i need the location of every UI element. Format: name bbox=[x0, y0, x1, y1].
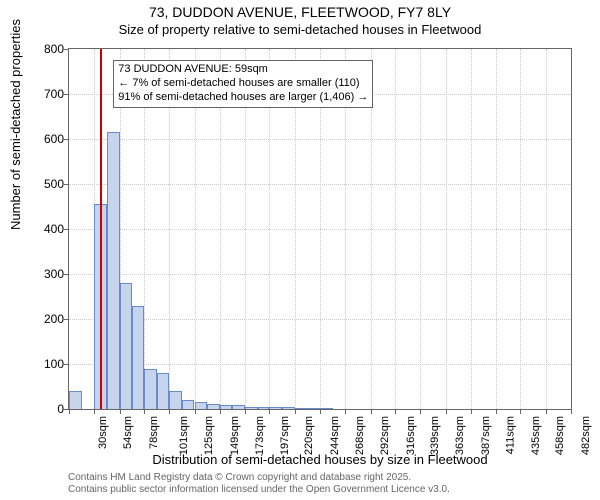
y-tick-mark bbox=[64, 229, 69, 230]
y-tick-label: 0 bbox=[24, 402, 64, 416]
histogram-bar bbox=[220, 405, 233, 409]
y-tick-label: 400 bbox=[24, 222, 64, 236]
x-tick-mark bbox=[446, 409, 447, 414]
histogram-bar bbox=[120, 283, 133, 409]
histogram-bar bbox=[307, 408, 320, 409]
histogram-bar bbox=[269, 407, 282, 409]
x-tick-label: 197sqm bbox=[279, 416, 291, 455]
grid-line-vertical bbox=[446, 49, 447, 409]
footer-line-2: Contains public sector information licen… bbox=[68, 484, 450, 496]
x-tick-label: 268sqm bbox=[354, 416, 366, 455]
chart-subtitle: Size of property relative to semi-detach… bbox=[0, 22, 600, 37]
annotation-line: ← 7% of semi-detached houses are smaller… bbox=[118, 77, 368, 91]
y-tick-label: 600 bbox=[24, 132, 64, 146]
x-tick-label: 339sqm bbox=[429, 416, 441, 455]
plot-area: 73 DUDDON AVENUE: 59sqm← 7% of semi-deta… bbox=[68, 48, 572, 410]
y-tick-mark bbox=[64, 184, 69, 185]
y-tick-label: 500 bbox=[24, 177, 64, 191]
x-tick-mark bbox=[395, 409, 396, 414]
property-marker-line bbox=[100, 49, 102, 409]
y-tick-mark bbox=[64, 274, 69, 275]
grid-line-vertical bbox=[546, 49, 547, 409]
x-tick-mark bbox=[269, 409, 270, 414]
histogram-bar bbox=[195, 402, 208, 409]
x-tick-label: 244sqm bbox=[329, 416, 341, 455]
x-tick-mark bbox=[371, 409, 372, 414]
histogram-bar bbox=[245, 407, 258, 409]
x-tick-label: 482sqm bbox=[580, 416, 592, 455]
x-tick-mark bbox=[520, 409, 521, 414]
x-tick-label: 173sqm bbox=[254, 416, 266, 455]
histogram-bar bbox=[282, 407, 295, 409]
x-tick-label: 149sqm bbox=[229, 416, 241, 455]
histogram-bar bbox=[182, 400, 195, 409]
x-tick-label: 435sqm bbox=[530, 416, 542, 455]
y-tick-mark bbox=[64, 94, 69, 95]
annotation-box: 73 DUDDON AVENUE: 59sqm← 7% of semi-deta… bbox=[113, 60, 373, 107]
y-tick-label: 100 bbox=[24, 357, 64, 371]
y-tick-mark bbox=[64, 364, 69, 365]
x-tick-mark bbox=[295, 409, 296, 414]
histogram-bar bbox=[258, 407, 270, 409]
x-tick-label: 411sqm bbox=[504, 416, 516, 454]
x-tick-mark bbox=[471, 409, 472, 414]
y-tick-mark bbox=[64, 319, 69, 320]
x-tick-label: 387sqm bbox=[480, 416, 492, 455]
histogram-bar bbox=[207, 404, 220, 409]
histogram-bar bbox=[107, 132, 120, 409]
histogram-bar bbox=[320, 408, 333, 409]
y-tick-label: 200 bbox=[24, 312, 64, 326]
x-tick-label: 363sqm bbox=[454, 416, 466, 455]
x-tick-mark bbox=[94, 409, 95, 414]
x-axis-label: Distribution of semi-detached houses by … bbox=[68, 452, 572, 467]
grid-line-vertical bbox=[420, 49, 421, 409]
x-tick-label: 54sqm bbox=[122, 416, 134, 449]
annotation-line: 91% of semi-detached houses are larger (… bbox=[118, 91, 368, 105]
x-tick-mark bbox=[496, 409, 497, 414]
x-tick-label: 101sqm bbox=[178, 416, 190, 455]
grid-line-vertical bbox=[395, 49, 396, 409]
x-tick-label: 458sqm bbox=[555, 416, 567, 455]
y-tick-mark bbox=[64, 139, 69, 140]
x-tick-mark bbox=[420, 409, 421, 414]
y-axis-label: Number of semi-detached properties bbox=[8, 19, 23, 230]
chart-footer: Contains HM Land Registry data © Crown c… bbox=[68, 472, 450, 496]
x-tick-mark bbox=[220, 409, 221, 414]
x-tick-mark bbox=[320, 409, 321, 414]
y-tick-label: 800 bbox=[24, 42, 64, 56]
x-tick-label: 78sqm bbox=[148, 416, 160, 449]
grid-line-vertical bbox=[496, 49, 497, 409]
x-tick-label: 292sqm bbox=[379, 416, 391, 455]
x-tick-label: 220sqm bbox=[304, 416, 316, 455]
histogram-bar bbox=[69, 391, 82, 409]
y-tick-label: 700 bbox=[24, 87, 64, 101]
chart-title: 73, DUDDON AVENUE, FLEETWOOD, FY7 8LY bbox=[0, 4, 600, 20]
histogram-bar bbox=[132, 306, 144, 410]
annotation-line: 73 DUDDON AVENUE: 59sqm bbox=[118, 63, 368, 77]
x-tick-mark bbox=[120, 409, 121, 414]
footer-line-1: Contains HM Land Registry data © Crown c… bbox=[68, 472, 450, 484]
chart-container: 73, DUDDON AVENUE, FLEETWOOD, FY7 8LY Si… bbox=[0, 0, 600, 500]
y-tick-label: 300 bbox=[24, 267, 64, 281]
grid-line-vertical bbox=[520, 49, 521, 409]
x-tick-label: 125sqm bbox=[203, 416, 215, 455]
histogram-bar bbox=[157, 373, 170, 409]
x-tick-label: 316sqm bbox=[405, 416, 417, 455]
x-tick-mark bbox=[144, 409, 145, 414]
x-tick-mark bbox=[245, 409, 246, 414]
histogram-bar bbox=[232, 405, 245, 410]
x-tick-mark bbox=[169, 409, 170, 414]
y-tick-mark bbox=[64, 49, 69, 50]
x-tick-mark bbox=[345, 409, 346, 414]
histogram-bar bbox=[144, 369, 157, 410]
x-tick-mark bbox=[195, 409, 196, 414]
histogram-bar bbox=[169, 391, 182, 409]
x-tick-mark bbox=[69, 409, 70, 414]
x-tick-mark bbox=[571, 409, 572, 414]
x-tick-mark bbox=[546, 409, 547, 414]
grid-line-vertical bbox=[471, 49, 472, 409]
x-tick-label: 30sqm bbox=[97, 416, 109, 449]
histogram-bar bbox=[295, 408, 308, 409]
